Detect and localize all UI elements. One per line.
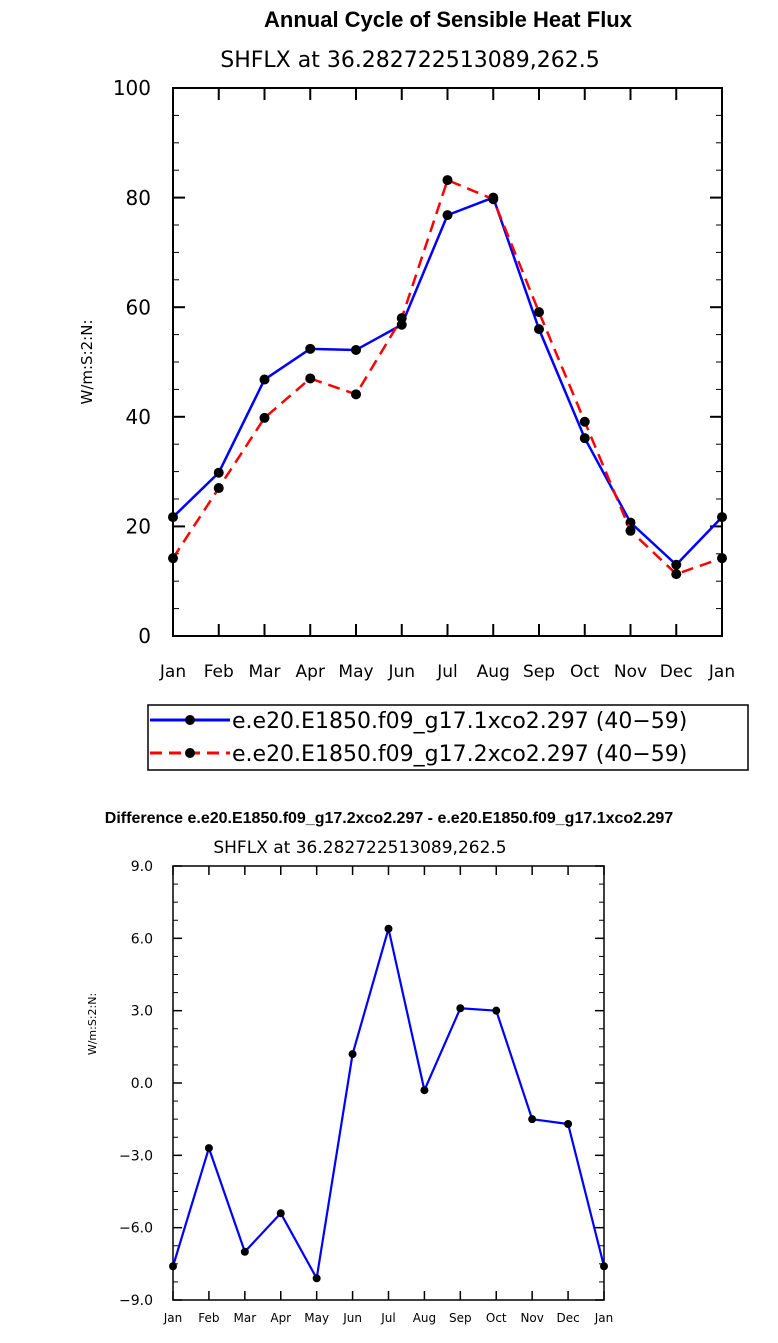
top-series-2-point: [579, 416, 590, 427]
y-tick-label: 0: [138, 624, 151, 648]
bot-series-1-point: [420, 1086, 429, 1095]
y-tick-label: 40: [126, 405, 151, 429]
bottom-chart-subtitle: SHFLX at 36.282722513089,262.5: [213, 838, 506, 858]
top-series-1-point: [351, 344, 361, 355]
y-tick-label: 20: [126, 515, 151, 539]
x-tick-label: Dec: [556, 1311, 579, 1325]
top-chart-subtitle: SHFLX at 36.282722513089,262.5: [220, 48, 600, 73]
legend-marker-series-1: [185, 715, 195, 725]
x-tick-label: Aug: [477, 662, 510, 682]
bot-series-1-point: [456, 1004, 465, 1013]
top-series-2-point: [671, 569, 682, 580]
bottom-chart-series: [169, 924, 608, 1283]
bot-series-1-point: [564, 1119, 573, 1128]
top-series-2-point: [625, 525, 636, 536]
top-chart-x-tick-labels: Jan Feb Mar Apr May Jun Jul Aug Sep Oct Nov Dec Jan: [159, 662, 735, 682]
y-tick-label: 0.0: [131, 1076, 153, 1092]
x-tick-label: Jun: [387, 662, 415, 682]
y-tick-label: −6.0: [119, 1221, 153, 1237]
x-tick-label: Apr: [270, 1311, 291, 1325]
x-tick-label: Aug: [413, 1311, 436, 1325]
x-tick-label: Jul: [436, 662, 458, 682]
x-tick-label: Nov: [520, 1311, 543, 1325]
x-tick-label: Mar: [234, 1311, 257, 1325]
legend-marker-series-2: [185, 748, 195, 758]
legend-frame: [147, 704, 749, 771]
bottom-chart-plot-frame: [172, 865, 605, 1301]
x-tick-label: Jan: [163, 1311, 183, 1325]
x-tick-label: Apr: [296, 662, 325, 682]
x-tick-label: Jan: [594, 1311, 614, 1325]
x-tick-label: Nov: [614, 662, 647, 682]
top-chart-y-tick-labels: 0 20 40 60 80 100: [113, 76, 151, 648]
top-series-2-point: [488, 194, 499, 205]
top-chart-ticks: [172, 87, 723, 637]
top-series-1-point: [305, 343, 316, 354]
top-series-1-point: [259, 374, 270, 385]
top-series-2-point: [213, 483, 224, 494]
bot-series-1-line: [171, 927, 606, 1280]
x-tick-label: Sep: [449, 1311, 472, 1325]
top-series-2-point: [534, 307, 544, 318]
top-series-1-point: [534, 324, 544, 335]
bot-series-1-point: [384, 924, 393, 933]
x-tick-label: May: [304, 1311, 329, 1325]
x-tick-label: Dec: [660, 662, 693, 682]
top-series-2-point: [396, 313, 407, 324]
top-series-2-point: [259, 412, 270, 423]
legend-entry-1: e.e20.E1850.f09_g17.1xco2.297 (40−59): [150, 709, 687, 734]
bot-series-1-point: [348, 1050, 357, 1059]
bottom-chart-y-axis-label: W/m:S:2:N:: [86, 993, 99, 1055]
y-tick-label: 100: [113, 76, 151, 100]
top-series-2-point: [305, 373, 316, 384]
legend-entry-2: e.e20.E1850.f09_g17.2xco2.297 (40−59): [150, 742, 687, 767]
x-tick-label: Feb: [198, 1311, 219, 1325]
bottom-chart-title: Difference e.e20.E1850.f09_g17.2xco2.297…: [105, 810, 674, 827]
top-chart: Annual Cycle of Sensible Heat Flux SHFLX…: [78, 7, 749, 771]
bot-series-1-point: [312, 1274, 321, 1283]
legend-label-series-1: e.e20.E1850.f09_g17.1xco2.297 (40−59): [232, 709, 687, 734]
y-tick-label: 80: [126, 186, 151, 210]
y-tick-label: 9.0: [131, 859, 153, 875]
top-series-2-point: [442, 175, 453, 186]
top-chart-title: Annual Cycle of Sensible Heat Flux: [264, 7, 633, 32]
bot-series-1-point: [204, 1144, 213, 1153]
bot-series-1-point: [492, 1006, 501, 1015]
bot-series-1-point: [276, 1209, 285, 1218]
y-tick-label: 60: [126, 295, 151, 319]
top-chart-legend: e.e20.E1850.f09_g17.1xco2.297 (40−59) e.…: [147, 704, 749, 771]
top-chart-y-axis-label: W/m:S:2:N:: [78, 320, 96, 405]
x-tick-label: Mar: [248, 662, 280, 682]
x-tick-label: May: [338, 662, 373, 682]
bottom-chart: Difference e.e20.E1850.f09_g17.2xco2.297…: [86, 810, 673, 1325]
x-tick-label: Oct: [486, 1311, 507, 1325]
bot-series-1-point: [240, 1247, 249, 1256]
x-tick-label: Jan: [708, 662, 735, 682]
top-series-1-line: [172, 196, 723, 567]
y-tick-label: 3.0: [131, 1004, 153, 1020]
x-tick-label: Feb: [204, 662, 234, 682]
x-tick-label: Sep: [523, 662, 555, 682]
y-tick-label: −3.0: [119, 1148, 153, 1164]
top-series-2-line: [171, 178, 723, 576]
top-chart-plot-frame: [172, 87, 723, 637]
top-series-1-point: [213, 467, 224, 478]
bot-series-1-point: [528, 1115, 537, 1124]
y-tick-label: −9.0: [119, 1293, 153, 1309]
x-tick-label: Oct: [570, 662, 600, 682]
top-chart-series: [168, 175, 727, 580]
top-series-2-point: [351, 389, 361, 400]
y-tick-label: 6.0: [131, 931, 153, 947]
top-series-1-point: [579, 433, 590, 444]
top-series-1-point: [442, 210, 453, 221]
x-tick-label: Jun: [342, 1311, 362, 1325]
bottom-chart-x-tick-labels: Jan Feb Mar Apr May Jun Jul Aug Sep Oct Nov Dec Jan: [163, 1311, 614, 1325]
bottom-chart-y-tick-labels: −9.0 −6.0 −3.0 0.0 3.0 6.0 9.0: [119, 859, 153, 1309]
legend-label-series-2: e.e20.E1850.f09_g17.2xco2.297 (40−59): [232, 742, 687, 767]
x-tick-label: Jan: [159, 662, 186, 682]
x-tick-label: Jul: [380, 1311, 395, 1325]
top-series-1-point: [671, 559, 682, 570]
